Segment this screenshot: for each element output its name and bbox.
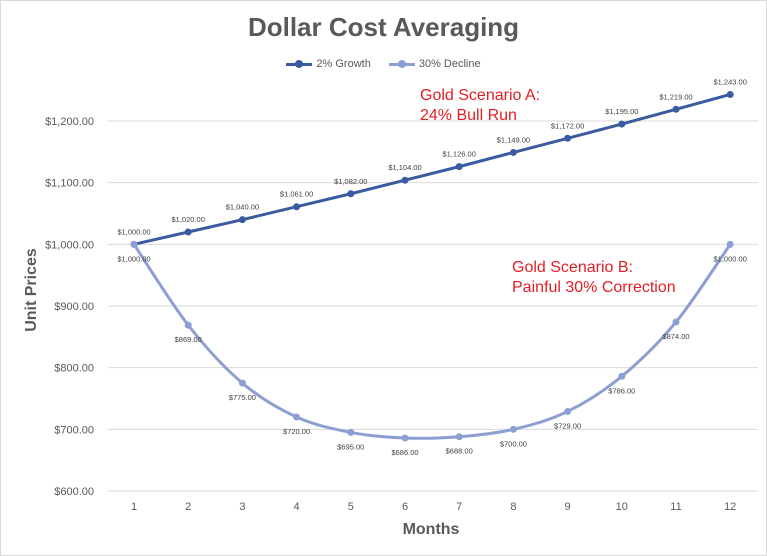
chart-legend: 2% Growth 30% Decline bbox=[0, 58, 767, 70]
data-label: $1,195.00 bbox=[605, 107, 638, 116]
x-tick-label: 11 bbox=[670, 501, 681, 513]
x-tick-label: 6 bbox=[402, 501, 408, 513]
data-label: $775.00 bbox=[229, 393, 256, 402]
y-tick-label: $900.00 bbox=[54, 301, 94, 313]
annotation-text: Painful 30% Correction bbox=[512, 279, 676, 296]
data-point bbox=[509, 148, 517, 156]
data-label: $1,172.00 bbox=[551, 121, 584, 130]
data-label: $1,040.00 bbox=[226, 203, 259, 212]
y-tick-label: $1,000.00 bbox=[45, 239, 94, 251]
x-axis-ticks: 1 2 3 4 5 6 7 8 9 10 11 12 bbox=[131, 501, 736, 513]
data-label: $1,000.00 bbox=[117, 254, 150, 263]
annotation-text: Gold Scenario A: bbox=[420, 87, 540, 104]
data-label: $1,149.00 bbox=[497, 135, 530, 144]
legend-label-decline: 30% Decline bbox=[418, 58, 481, 70]
data-point bbox=[618, 120, 626, 128]
legend-item-decline: 30% Decline bbox=[388, 58, 481, 70]
series-line-decline bbox=[132, 242, 732, 440]
data-label: $1,061.00 bbox=[280, 190, 313, 199]
x-tick-label: 2 bbox=[185, 501, 191, 513]
y-tick-label: $800.00 bbox=[54, 363, 94, 375]
data-label: $1,126.00 bbox=[443, 150, 476, 159]
data-label: $1,243.00 bbox=[714, 77, 747, 86]
data-label: $786.00 bbox=[608, 386, 635, 395]
data-label: $1,219.00 bbox=[659, 92, 692, 101]
data-labels: $1,000.00 $1,020.00 $1,040.00 $1,061.00 $1,0… bbox=[117, 77, 747, 456]
data-point bbox=[184, 321, 192, 329]
data-point bbox=[184, 228, 192, 236]
data-point bbox=[293, 413, 301, 421]
data-label: $874.00 bbox=[662, 332, 689, 341]
annotation-text: 24% Bull Run bbox=[420, 107, 517, 124]
data-label: $1,082.00 bbox=[334, 177, 367, 186]
x-axis-title: Months bbox=[403, 521, 460, 538]
data-label: $1,000.00 bbox=[117, 227, 150, 236]
legend-item-growth: 2% Growth bbox=[286, 58, 371, 70]
data-label: $700.00 bbox=[500, 439, 527, 448]
data-label: $1,104.00 bbox=[388, 163, 421, 172]
data-point bbox=[672, 318, 680, 326]
data-point bbox=[347, 190, 355, 198]
x-tick-label: 7 bbox=[456, 501, 462, 513]
data-point bbox=[455, 163, 463, 171]
data-label: $1,020.00 bbox=[172, 215, 205, 224]
series-line-growth bbox=[132, 92, 732, 246]
data-point bbox=[564, 407, 572, 415]
data-label: $686.00 bbox=[391, 448, 418, 457]
x-tick-label: 10 bbox=[616, 501, 628, 513]
data-point bbox=[672, 105, 680, 113]
series-group bbox=[130, 90, 734, 442]
data-label: $1,000.00 bbox=[714, 254, 747, 263]
data-label: $695.00 bbox=[337, 442, 364, 451]
gridlines bbox=[108, 120, 758, 492]
annotation-text: Gold Scenario B: bbox=[512, 259, 633, 276]
data-point bbox=[347, 428, 355, 436]
y-axis-ticks: $600.00 $700.00 $800.00 $900.00 $1,000.00 $1,… bbox=[45, 116, 94, 498]
legend-label-growth: 2% Growth bbox=[316, 58, 371, 70]
chart-title: Dollar Cost Averaging bbox=[247, 12, 520, 42]
data-point bbox=[238, 216, 246, 224]
y-tick-label: $600.00 bbox=[54, 486, 94, 498]
data-point bbox=[401, 434, 409, 442]
x-tick-label: 5 bbox=[348, 501, 354, 513]
x-tick-label: 12 bbox=[724, 501, 736, 513]
y-tick-label: $1,100.00 bbox=[45, 178, 94, 190]
data-point bbox=[293, 203, 301, 211]
data-point bbox=[455, 433, 463, 441]
data-label: $729.00 bbox=[554, 421, 581, 430]
x-tick-label: 9 bbox=[565, 501, 571, 513]
y-tick-label: $700.00 bbox=[54, 424, 94, 436]
annotations: Gold Scenario A: 24% Bull Run Gold Scenari… bbox=[420, 87, 676, 296]
data-point bbox=[130, 240, 138, 248]
data-point bbox=[509, 425, 517, 433]
data-label: $869.00 bbox=[175, 335, 202, 344]
legend-swatch-decline bbox=[388, 60, 415, 68]
legend-swatch-growth bbox=[286, 60, 313, 68]
data-label: $688.00 bbox=[446, 447, 473, 456]
data-label: $720.00 bbox=[283, 427, 310, 436]
data-point bbox=[618, 372, 626, 380]
data-point bbox=[726, 90, 734, 98]
y-axis-title: Unit Prices bbox=[23, 248, 40, 332]
x-tick-label: 8 bbox=[510, 501, 516, 513]
data-point bbox=[564, 134, 572, 142]
data-point bbox=[401, 176, 409, 184]
x-tick-label: 1 bbox=[131, 501, 137, 513]
x-tick-label: 3 bbox=[239, 501, 245, 513]
x-tick-label: 4 bbox=[294, 501, 300, 513]
data-point bbox=[238, 379, 246, 387]
data-point bbox=[726, 240, 734, 248]
y-tick-label: $1,200.00 bbox=[45, 116, 94, 128]
